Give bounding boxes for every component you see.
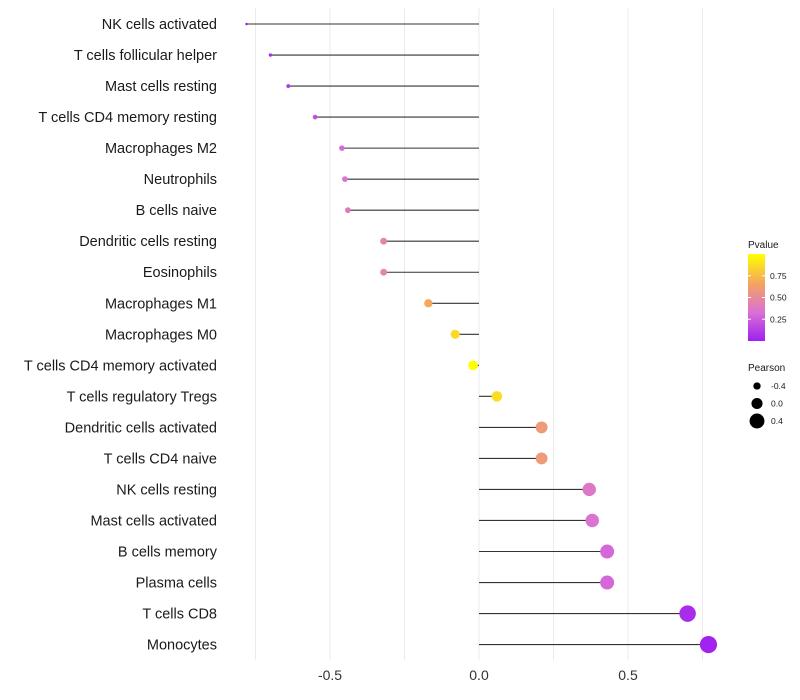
- category-label: T cells regulatory Tregs: [67, 389, 217, 405]
- category-label: Plasma cells: [136, 576, 217, 592]
- lollipop-dot: [468, 360, 478, 371]
- lollipop-dot: [380, 237, 388, 245]
- category-label: Eosinophils: [143, 265, 217, 281]
- pvalue-legend-label: 0.50: [770, 293, 787, 303]
- lollipop-dot: [600, 544, 615, 559]
- pearson-legend: Pearson -0.4 0.0 0.4: [748, 363, 786, 429]
- lollipop-dots: [245, 22, 718, 654]
- category-label: Mast cells resting: [105, 79, 217, 95]
- category-labels: NK cells activated T cells follicular hel…: [24, 17, 218, 654]
- pearson-legend-label: 0.0: [771, 399, 783, 409]
- lollipop-dot: [699, 636, 718, 654]
- lollipop-dot: [535, 421, 548, 434]
- lollipop-dot: [245, 22, 248, 26]
- pvalue-legend: Pvalue 0.25 0.50 0.75: [748, 240, 787, 341]
- category-label: NK cells resting: [116, 482, 217, 498]
- lollipop-dot: [424, 299, 433, 308]
- pearson-legend-label: -0.4: [771, 381, 786, 391]
- x-axis-ticks: -0.5 0.0 0.5: [318, 667, 638, 683]
- category-label: T cells CD4 memory resting: [38, 110, 217, 126]
- pearson-legend-dot: [749, 413, 765, 429]
- category-label: NK cells activated: [102, 17, 217, 33]
- lollipop-dot: [491, 391, 503, 402]
- category-label: T cells follicular helper: [74, 48, 217, 64]
- lollipop-dot: [380, 268, 388, 276]
- lollipop-dot: [342, 176, 348, 182]
- pearson-legend-dot: [753, 382, 761, 390]
- category-label: B cells naive: [136, 203, 217, 219]
- lollipop-dot: [585, 513, 599, 528]
- pearson-legend-label: 0.4: [771, 416, 783, 426]
- x-tick-label: -0.5: [318, 667, 342, 683]
- lollipop-dot: [268, 53, 273, 57]
- lollipop-dot: [582, 482, 596, 497]
- category-label: Monocytes: [147, 638, 217, 654]
- lollipop-dot: [535, 452, 548, 465]
- pvalue-colorbar: [748, 254, 765, 341]
- pvalue-legend-title: Pvalue: [748, 240, 779, 251]
- pvalue-legend-label: 0.25: [770, 314, 787, 324]
- category-label: Macrophages M1: [105, 296, 217, 312]
- pearson-legend-dot: [751, 397, 763, 410]
- lollipop-dot: [312, 114, 318, 120]
- lollipop-dot: [286, 84, 291, 89]
- lollipop-stems: [246, 23, 709, 646]
- category-label: B cells memory: [118, 545, 218, 561]
- category-label: T cells CD4 naive: [104, 451, 217, 467]
- lollipop-dot: [339, 145, 345, 151]
- category-label: Neutrophils: [144, 172, 217, 188]
- lollipop-dot: [450, 329, 460, 339]
- category-label: T cells CD8: [142, 607, 217, 623]
- category-label: Dendritic cells resting: [79, 234, 217, 250]
- lollipop-dot: [600, 575, 615, 590]
- x-tick-label: 0.0: [469, 667, 489, 683]
- pvalue-legend-label: 0.75: [770, 271, 787, 281]
- category-label: Dendritic cells activated: [65, 420, 217, 436]
- category-label: T cells CD4 memory activated: [24, 358, 217, 374]
- pearson-legend-title: Pearson: [748, 363, 785, 374]
- lollipop-dot: [344, 207, 351, 214]
- lollipop-dot: [679, 605, 696, 622]
- x-tick-label: 0.5: [618, 667, 638, 683]
- category-label: Macrophages M2: [105, 141, 217, 157]
- category-label: Mast cells activated: [90, 513, 217, 529]
- category-label: Macrophages M0: [105, 327, 217, 343]
